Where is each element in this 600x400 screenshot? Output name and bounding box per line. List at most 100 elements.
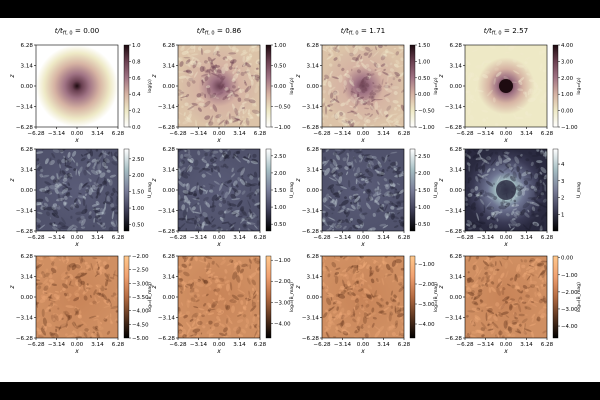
colorbar-tick-label: −5.00 [132, 336, 149, 342]
colorbar-tick-label: 1 [561, 212, 564, 218]
x-tick-label: 0.00 [500, 131, 513, 137]
x-tick-label: −3.14 [48, 235, 66, 241]
turbulence-texture [465, 45, 547, 127]
x-tick-label: −3.14 [477, 131, 495, 137]
x-axis-label: x [216, 241, 221, 248]
heatmap-base [178, 45, 260, 127]
x-tick-label: 6.28 [254, 235, 267, 241]
colorbar-tick-label: 2.50 [132, 157, 145, 163]
x-tick-label: −6.28 [27, 235, 45, 241]
panel-r2-c3: −6.28 −3.14 0.00 3.14 6.286.283.140.00−3.14−… [295, 147, 439, 248]
figure: −6.28 −3.14 0.00 3.14 6.286.283.140.00−3.14−… [0, 18, 600, 382]
colorbar [123, 44, 130, 128]
x-tick-label: 6.28 [541, 235, 554, 241]
colorbar-label: U_mag [433, 182, 439, 198]
x-tick-label: 3.14 [233, 235, 246, 241]
x-tick-label: −6.28 [456, 235, 474, 241]
panel-r2-c2: −6.28 −3.14 0.00 3.14 6.286.283.140.00−3.14−… [151, 147, 295, 248]
panel-r1-c1: −6.28 −3.14 0.00 3.14 6.286.283.140.00−3.14−… [9, 43, 153, 144]
x-tick-label: 3.14 [377, 342, 390, 348]
x-tick-label: −6.28 [27, 342, 45, 348]
colorbar-tick-label: −4.00 [132, 309, 149, 315]
x-tick-label: −3.14 [477, 235, 495, 241]
x-tick-label: 3.14 [520, 235, 533, 241]
y-tick-label: 6.28 [21, 43, 34, 49]
x-tick-label: 3.14 [91, 235, 104, 241]
heatmap-base [178, 256, 260, 338]
column-title: t/tff, 0 = 2.57 [484, 26, 528, 37]
y-tick-label: −6.28 [158, 336, 176, 342]
x-axis-label: x [503, 348, 508, 355]
colorbar-tick-label: −0.50 [418, 109, 435, 115]
colorbar-tick-label: −0.50 [274, 105, 291, 111]
y-tick-label: −3.14 [302, 105, 320, 111]
colorbar-tick-label: 1.00 [418, 59, 431, 65]
colorbar-label: log₁₀(B_mag) [147, 282, 153, 312]
colorbar-tick-label: −2.00 [418, 282, 435, 288]
y-tick-label: 6.28 [307, 147, 320, 153]
colorbar-tick-label: 1.00 [274, 43, 287, 49]
y-tick-label: −6.28 [16, 229, 34, 235]
y-tick-label: 3.14 [163, 168, 176, 174]
panel-r1-c4: −6.28 −3.14 0.00 3.14 6.286.283.140.00−3.14−… [438, 43, 582, 144]
y-tick-label: 0.00 [21, 295, 34, 301]
density-core [499, 79, 513, 93]
colorbar-tick-label: −2.50 [132, 268, 149, 274]
x-axis-label: x [74, 137, 79, 144]
colorbar-label: log₁₀(B_mag) [289, 282, 295, 312]
colorbar-label: log₁₀(ρ) [433, 77, 439, 94]
y-tick-label: 0.00 [307, 84, 320, 90]
heatmap-image [36, 45, 118, 127]
colorbar-label: U_mag [147, 182, 153, 198]
x-tick-label: 3.14 [377, 131, 390, 137]
heatmap-image [465, 256, 547, 338]
y-axis-label: z [295, 178, 302, 183]
y-tick-label: 6.28 [163, 254, 176, 260]
colorbar-tick-label: 1.00 [274, 205, 287, 211]
x-tick-label: 6.28 [398, 342, 411, 348]
colorbar-tick-label: −3.00 [418, 302, 435, 308]
heatmap-image [322, 149, 404, 231]
x-tick-label: 6.28 [112, 131, 125, 137]
colorbar-tick-label: 1.50 [418, 188, 431, 194]
turbulence-texture [36, 149, 118, 231]
y-axis-label: z [9, 178, 16, 183]
y-tick-label: 6.28 [307, 254, 320, 260]
y-tick-label: −6.28 [302, 229, 320, 235]
colorbar-tick-label: −1.00 [274, 125, 291, 131]
panel-r1-c3: −6.28 −3.14 0.00 3.14 6.286.283.140.00−3.14−… [295, 43, 439, 144]
x-tick-label: 6.28 [398, 131, 411, 137]
x-tick-label: 0.00 [71, 235, 84, 241]
x-tick-label: −3.14 [48, 131, 66, 137]
colorbar-tick-label: 2.00 [561, 76, 574, 82]
colorbar-tick-label: −2.00 [561, 290, 578, 296]
colorbar-tick-label: −3.00 [561, 307, 578, 313]
y-tick-label: 3.14 [450, 168, 463, 174]
y-tick-label: −3.14 [16, 105, 34, 111]
colorbar-tick-label: −1.00 [561, 273, 578, 279]
x-tick-label: 6.28 [398, 235, 411, 241]
x-tick-label: 3.14 [520, 131, 533, 137]
y-tick-label: 0.00 [163, 84, 176, 90]
heatmap-base [322, 256, 404, 338]
x-axis-label: x [74, 241, 79, 248]
x-tick-label: 0.00 [500, 235, 513, 241]
x-tick-label: 6.28 [112, 235, 125, 241]
y-tick-label: −6.28 [445, 125, 463, 131]
panel-r3-c1: −6.28 −3.14 0.00 3.14 6.286.283.140.00−3.14−… [9, 254, 153, 355]
turbulence-texture [178, 256, 260, 338]
colorbar-tick-label: −3.00 [274, 300, 291, 306]
colorbar-tick-label: −4.00 [561, 324, 578, 330]
colorbar-tick-label: −3.00 [132, 281, 149, 287]
y-tick-label: 0.00 [21, 84, 34, 90]
y-tick-label: 0.00 [450, 84, 463, 90]
colorbar-label: U_mag [289, 182, 295, 198]
x-tick-label: 6.28 [254, 342, 267, 348]
y-tick-label: 3.14 [163, 275, 176, 281]
x-tick-label: −3.14 [477, 342, 495, 348]
colorbar-tick-label: −3.50 [132, 295, 149, 301]
colorbar [265, 44, 272, 128]
colorbar [265, 148, 272, 232]
colorbar-tick-label: −1.00 [418, 262, 435, 268]
x-tick-label: −3.14 [190, 235, 208, 241]
